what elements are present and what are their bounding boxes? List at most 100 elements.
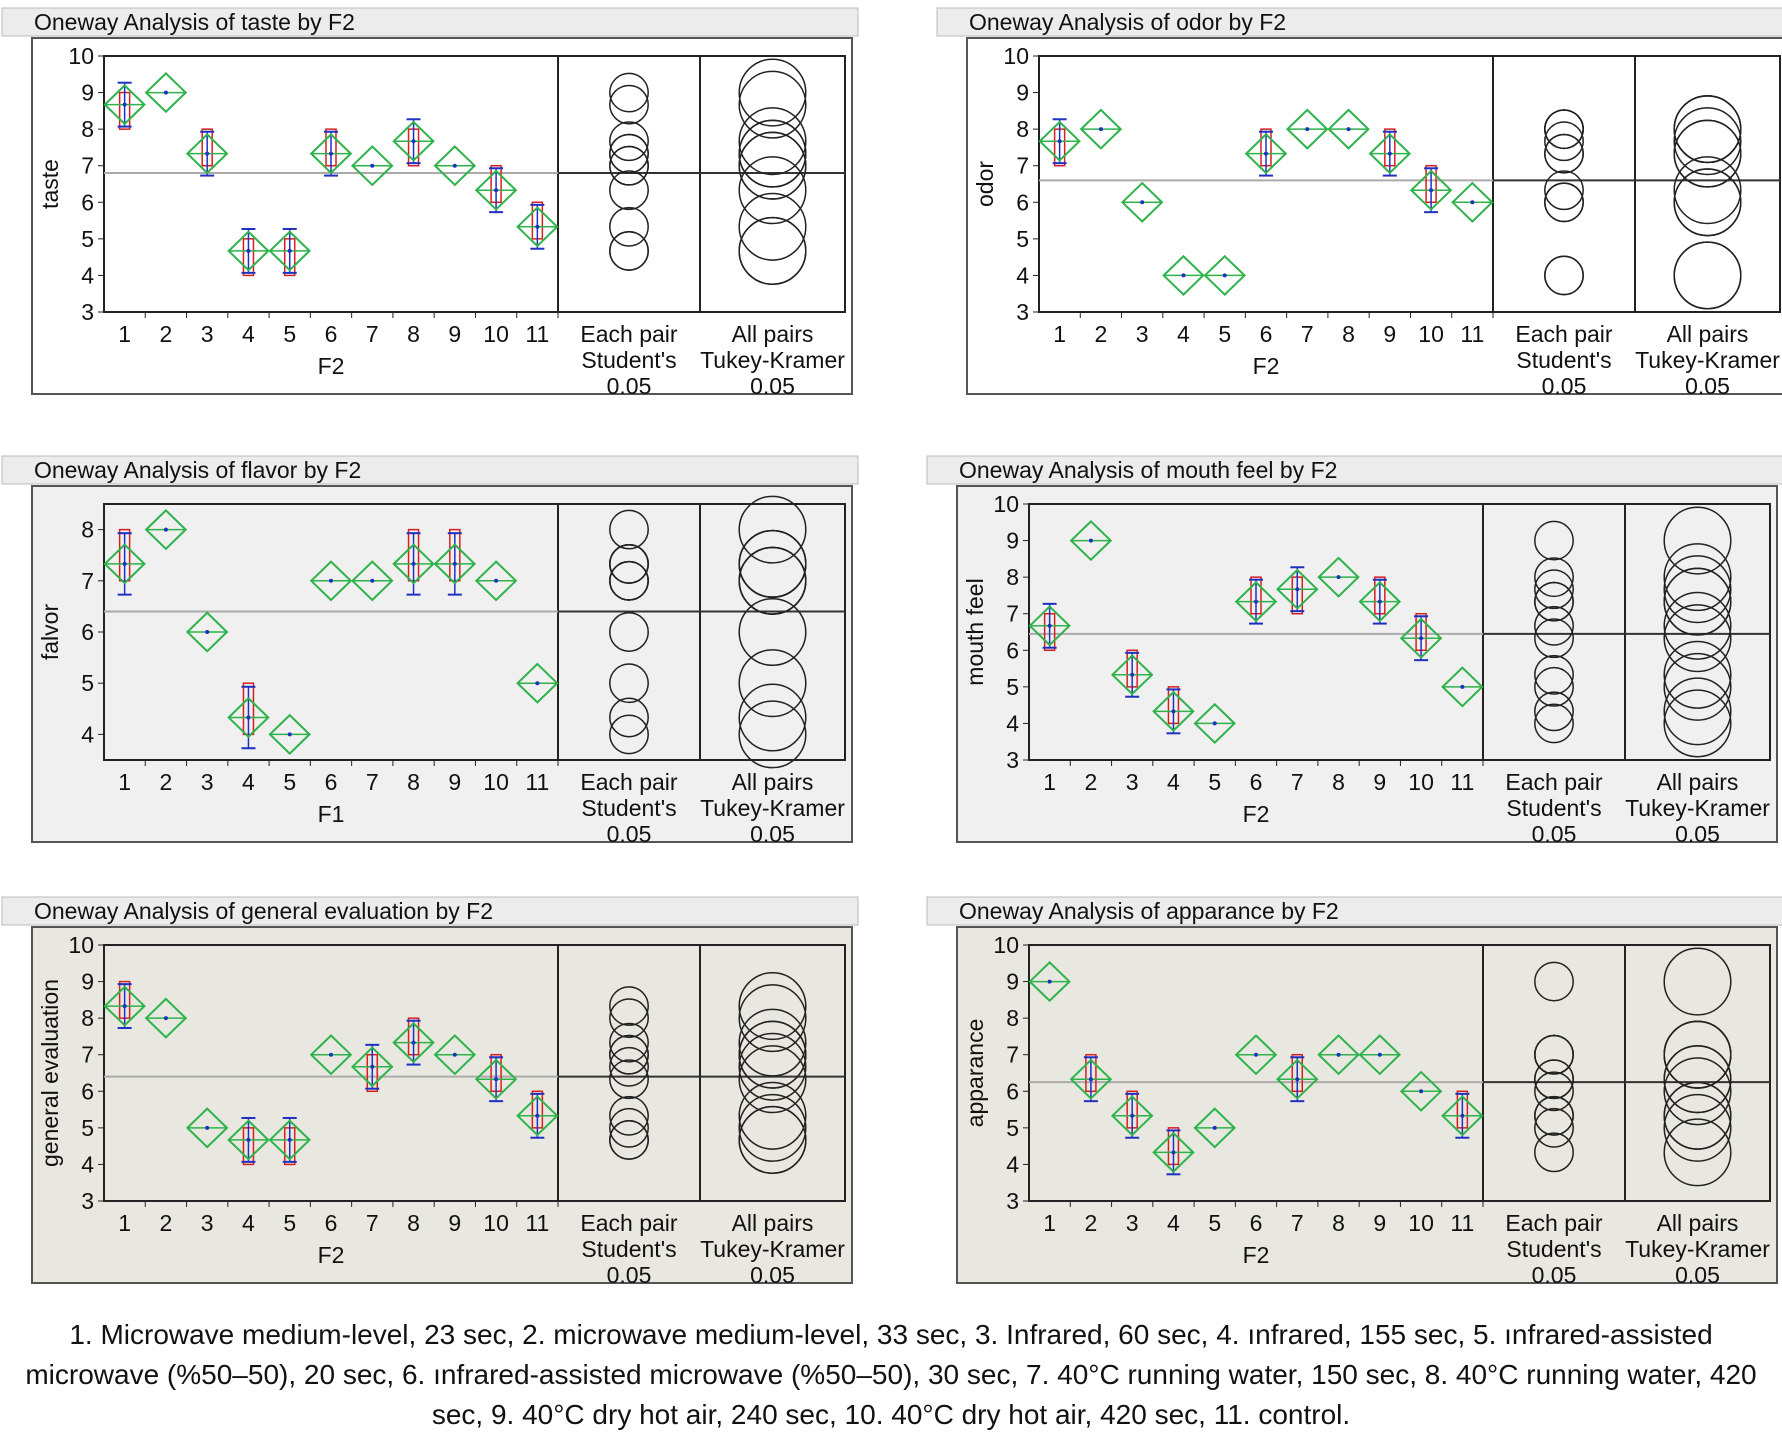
means-diamond-group-6 (1234, 1034, 1278, 1076)
means-diamond-group-10 (1399, 1070, 1443, 1112)
x-tick-label: 6 (325, 321, 338, 347)
mean-point (1377, 599, 1382, 604)
tukey-comparison-circle (1663, 689, 1732, 758)
mean-point (452, 561, 457, 566)
y-tick-label: 7 (1016, 153, 1029, 179)
tukey-label: 0.05 (1685, 373, 1730, 399)
panel-flavor: Oneway Analysis of flavor by F2 4 5 6 7 8 falv… (0, 454, 860, 849)
y-tick-label: 6 (1006, 1078, 1019, 1104)
title-bar[interactable] (926, 455, 1782, 485)
plot-area (1028, 944, 1771, 1202)
x-tick-label: 2 (160, 1210, 173, 1236)
means-diamond-group-3 (185, 128, 229, 177)
mean-point (1047, 979, 1052, 984)
x-tick-label: 7 (1301, 321, 1314, 347)
mean-point (411, 1040, 416, 1045)
mean-point (246, 1137, 251, 1142)
tukey-label: 0.05 (1675, 821, 1720, 847)
y-tick-label: 3 (1006, 1188, 1019, 1214)
means-diamond-group-4 (1162, 254, 1205, 297)
means-diamond-group-2 (144, 71, 188, 114)
student-label: 0.05 (1542, 373, 1587, 399)
title-bar[interactable] (1, 455, 859, 485)
means-diamond (1358, 581, 1402, 623)
student-comparison-circle (609, 72, 649, 113)
student-label: Student's (581, 1236, 676, 1262)
student-label: Each pair (580, 321, 678, 347)
means-diamond-group-1 (1028, 602, 1071, 652)
means-diamond-group-3 (185, 611, 229, 653)
student-label: Each pair (1505, 1210, 1603, 1236)
tukey-comparison-circle (1673, 95, 1742, 164)
x-tick-label: 9 (448, 321, 461, 347)
tukey-comparison-circle (738, 649, 807, 718)
means-diamond-group-8 (392, 1017, 435, 1066)
panel-title: Oneway Analysis of taste by F2 (34, 9, 355, 35)
x-tick-label: 11 (1450, 769, 1474, 795)
tukey-comparison-circle (738, 216, 807, 285)
means-diamond-group-1 (1038, 118, 1081, 167)
tukey-comparison-circle (1673, 156, 1742, 225)
means-diamond-group-9 (1368, 128, 1412, 177)
title-bar[interactable] (926, 896, 1782, 926)
x-tick-label: 5 (283, 321, 296, 347)
mean-point (163, 527, 168, 532)
means-diamond (1399, 1070, 1443, 1112)
title-bar[interactable] (1, 896, 859, 926)
tukey-comparison-circle (1663, 543, 1732, 612)
y-tick-label: 8 (81, 116, 94, 142)
y-tick-label: 4 (81, 721, 94, 747)
mean-point (1460, 684, 1465, 689)
mean-point (1470, 200, 1475, 205)
title-bar[interactable] (1, 7, 859, 37)
y-tick-label: 3 (1006, 747, 1019, 773)
mean-point (494, 188, 499, 193)
title-bar[interactable] (936, 7, 1782, 37)
student-comparison-circle (1534, 618, 1574, 659)
means-diamond-group-5 (268, 227, 311, 277)
mean-point (163, 1016, 168, 1021)
means-diamond-group-6 (309, 1034, 353, 1076)
y-tick-label: 4 (1006, 710, 1019, 736)
tukey-comparison-circle (1663, 652, 1732, 721)
y-tick-label: 7 (1006, 1042, 1019, 1068)
tukey-comparison-circle (1663, 947, 1732, 1016)
x-axis-label: F2 (1243, 801, 1270, 827)
x-tick-label: 9 (1383, 321, 1396, 347)
y-tick-label: 6 (81, 619, 94, 645)
mean-point (1130, 1113, 1135, 1118)
x-tick-label: 4 (1167, 1210, 1180, 1236)
tukey-label: Tukey-Kramer (700, 347, 845, 373)
x-tick-label: 3 (201, 321, 214, 347)
student-comparison-circle (1534, 654, 1574, 695)
means-diamond-group-11 (516, 662, 559, 704)
tukey-comparison-circle (1663, 1081, 1732, 1150)
student-label: Student's (581, 347, 676, 373)
x-tick-label: 2 (1085, 1210, 1098, 1236)
tukey-comparison-circle (1663, 1093, 1732, 1162)
tukey-label: 0.05 (750, 1262, 795, 1288)
mean-point (1377, 1052, 1382, 1057)
y-axis-label: falvor (37, 604, 63, 661)
x-tick-label: 5 (283, 769, 296, 795)
y-tick-label: 7 (1006, 601, 1019, 627)
means-diamond-group-1 (1028, 960, 1071, 1003)
x-tick-label: 7 (1291, 1210, 1304, 1236)
mean-point (1140, 200, 1145, 205)
y-tick-label: 4 (81, 262, 94, 288)
means-diamond-group-7 (1276, 1053, 1319, 1103)
tukey-comparison-circle (738, 119, 807, 188)
means-diamond (1358, 1034, 1402, 1076)
mean-point (494, 1077, 499, 1082)
y-tick-label: 3 (1016, 299, 1029, 325)
student-comparison-circle (609, 1034, 649, 1075)
x-tick-label: 10 (483, 769, 509, 795)
means-diamond-group-10 (474, 164, 518, 214)
student-label: 0.05 (607, 821, 652, 847)
student-label: Student's (581, 795, 676, 821)
student-comparison-circle (1534, 1071, 1574, 1112)
student-comparison-circle (609, 133, 649, 174)
tukey-comparison-circle (1663, 1020, 1732, 1089)
mean-point (1212, 1125, 1217, 1130)
means-diamond-group-4 (1152, 686, 1195, 735)
